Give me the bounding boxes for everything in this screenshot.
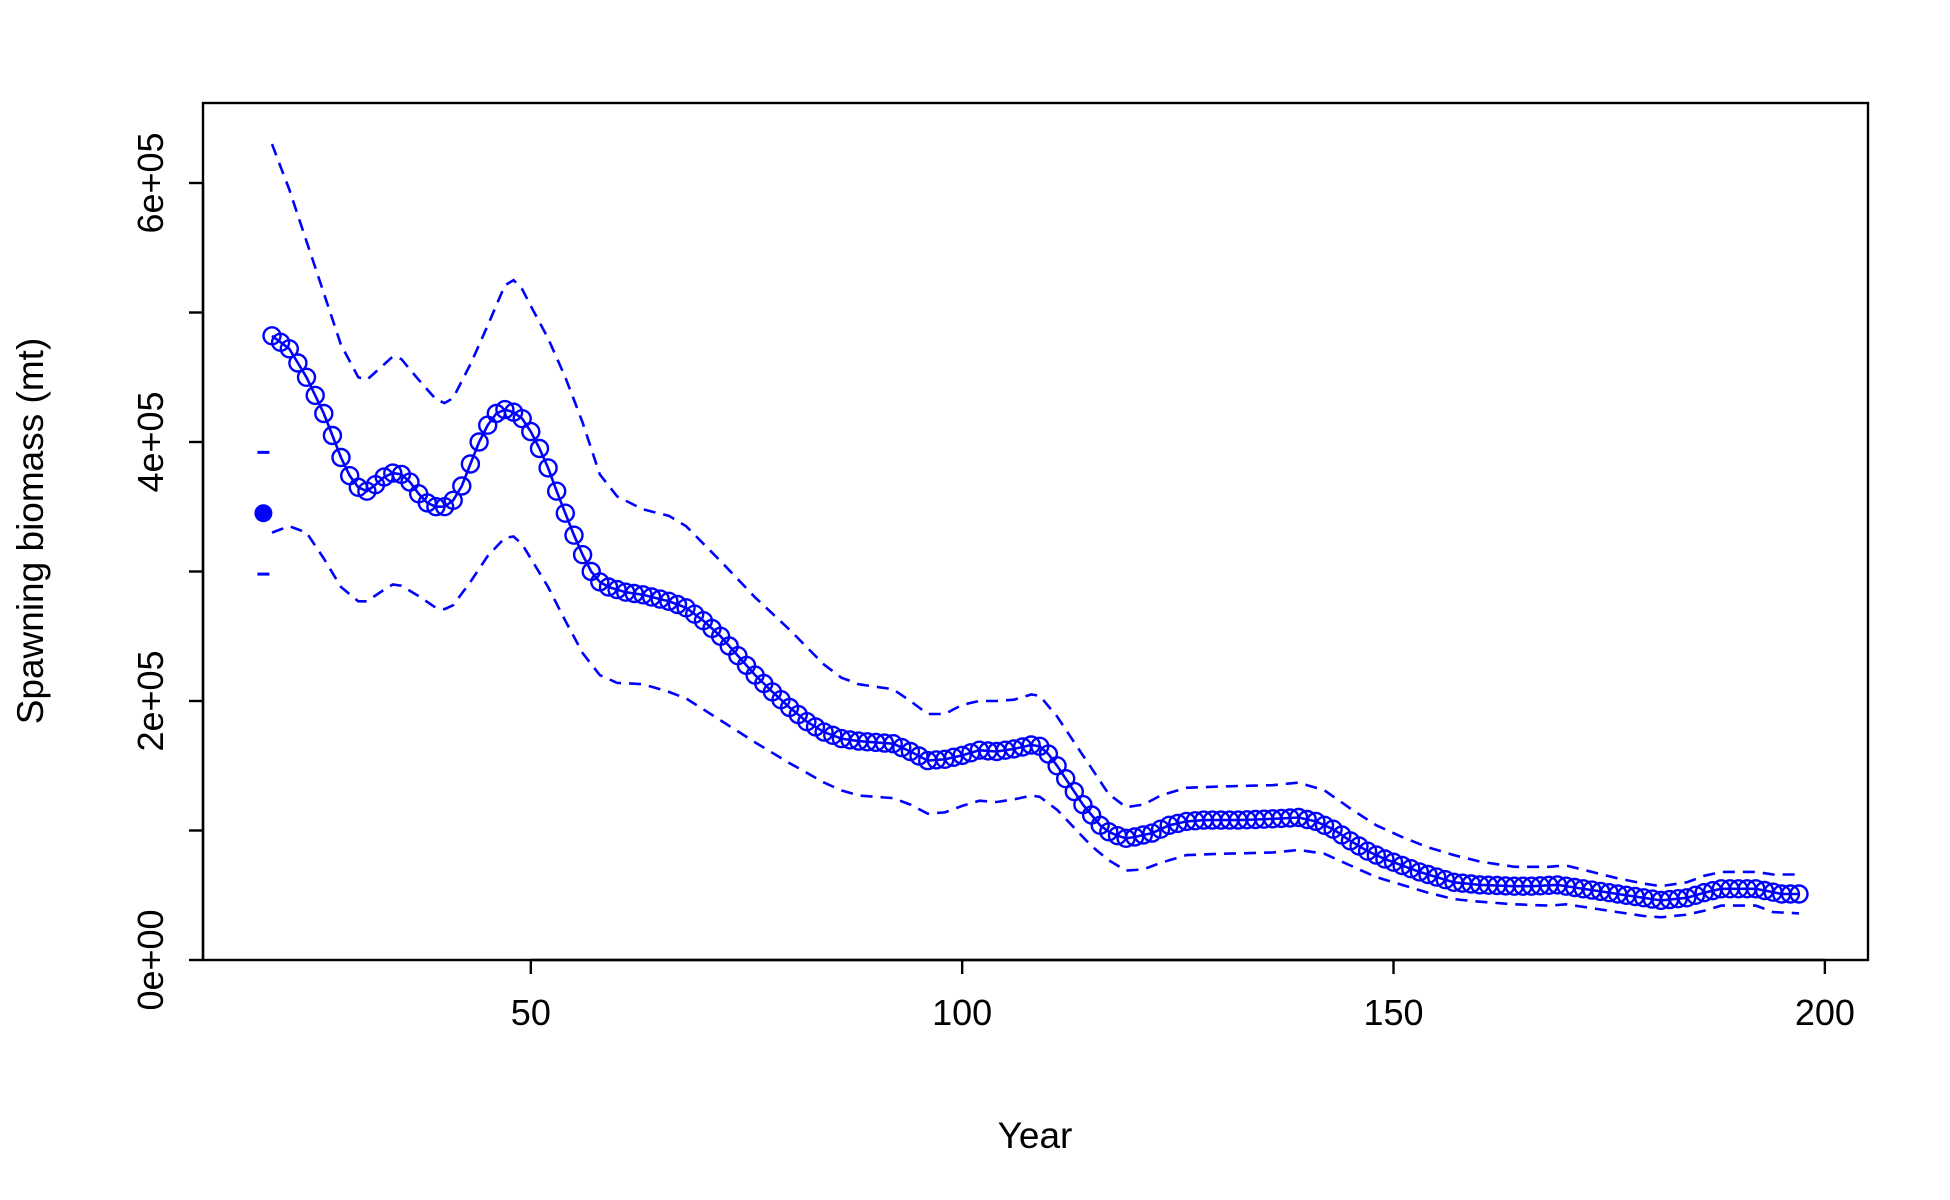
estimate-point [564,525,584,545]
x-axis: 50 100 150 200 [511,958,1855,1033]
estimate-point [296,367,317,387]
x-tick-label: 50 [511,992,551,1033]
estimate-point [288,353,308,373]
estimate-point [1297,809,1317,830]
estimate-point [1366,845,1387,865]
estimate-point [1789,884,1809,904]
x-tick-label: 200 [1795,992,1855,1033]
plot-frame [201,101,1870,962]
estimate-point [659,591,679,611]
x-tick-label: 100 [932,992,992,1033]
estimate-point [633,585,653,605]
estimate-point [1064,781,1085,802]
estimate-point [1392,855,1412,876]
estimate-point [1685,885,1706,905]
estimate-point [538,458,558,478]
y-axis-label: Spawning biomass (mt) [10,338,51,725]
estimate-point [443,490,463,510]
virgin-biomass-point [254,504,273,523]
estimate-point [883,734,903,754]
upper-bound-line [270,143,1799,888]
estimate-point [641,587,662,607]
y-tick-label: 2e+05 [130,650,171,751]
estimate-point [495,399,515,420]
estimate-point [1314,815,1335,835]
estimate-point [1401,859,1421,879]
estimate-point [1409,862,1430,882]
estimate-point [279,339,299,359]
estimate-point [952,745,972,766]
estimate-point [1142,823,1162,843]
estimate-point [331,447,351,468]
estimate-point [460,454,481,474]
estimate-point [322,425,343,446]
estimate-point [1418,864,1438,885]
estimate-point [943,747,964,767]
estimate-point [469,432,489,452]
estimate-point [892,737,912,758]
estimate-point [1383,852,1404,872]
y-tick-label: 4e+05 [130,391,171,492]
estimate-point [572,545,593,565]
estimate-point [650,589,670,609]
estimate-point [452,476,472,496]
estimate-point [383,463,403,483]
estimate-point [823,725,843,745]
y-axis: 0e+00 2e+05 4e+05 6e+05 [130,132,205,1011]
estimate-point [1375,849,1395,869]
estimate-point [305,385,325,406]
estimate-point [1426,867,1447,887]
estimate-point [1677,888,1697,908]
estimate-point [874,733,895,753]
estimate-point [1306,811,1326,832]
series-layer [254,143,1809,919]
estimate-point [314,403,334,424]
estimate-point [1780,884,1801,904]
y-tick-label: 0e+00 [130,909,171,1010]
x-axis-label: Year [998,1115,1073,1156]
estimate-point [598,577,619,597]
x-tick-label: 150 [1363,992,1423,1033]
estimate-point [426,497,446,517]
estimate-point [521,421,541,442]
y-tick-label: 6e+05 [130,132,171,233]
lower-bound-line [271,524,1800,919]
estimate-point [555,503,575,523]
estimate-point [814,722,834,742]
estimate-point [1021,735,1041,755]
estimate-point [1357,841,1378,861]
estimate-point [667,594,688,615]
estimate-point [1133,825,1154,845]
estimate-point [1099,822,1119,842]
estimate-point [547,481,567,501]
estimate-point [1150,819,1171,839]
estimate-point [529,438,550,459]
